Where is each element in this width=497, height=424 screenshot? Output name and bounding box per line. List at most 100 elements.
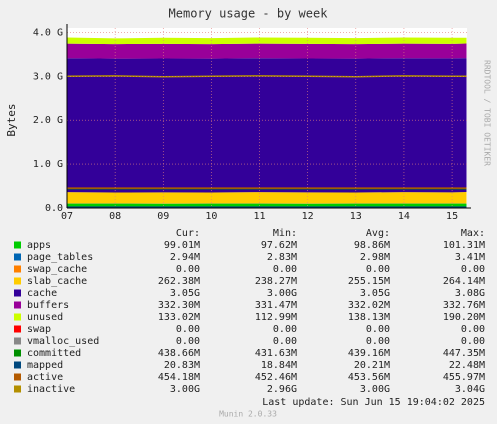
stat-value: 3.04G <box>455 384 485 395</box>
footer: Munin 2.0.33 <box>219 410 277 419</box>
stat-value: 20.21M <box>354 360 390 371</box>
legend-swatch <box>14 301 21 309</box>
stat-value: 0.00 <box>176 336 200 347</box>
stat-value: 3.00G <box>360 384 390 395</box>
x-tick-label: 15 <box>446 211 458 222</box>
stat-value: 455.97M <box>443 372 485 383</box>
stat-value: 2.96G <box>267 384 297 395</box>
legend-label: vmalloc_used <box>27 336 99 347</box>
legend-label: active <box>27 372 63 383</box>
stat-value: 255.15M <box>348 276 390 287</box>
y-tick-label: 1.0 G <box>33 159 63 170</box>
stat-value: 0.00 <box>461 264 485 275</box>
legend-swatch <box>14 349 21 357</box>
stat-value: 452.46M <box>255 372 297 383</box>
stat-header: Avg: <box>366 228 390 239</box>
stat-value: 332.02M <box>348 300 390 311</box>
stat-value: 22.48M <box>449 360 485 371</box>
stat-value: 2.94M <box>170 252 200 263</box>
legend-swatch <box>14 241 21 249</box>
x-tick-label: 12 <box>302 211 314 222</box>
area <box>67 58 467 193</box>
legend-swatch <box>14 373 21 381</box>
stat-value: 262.38M <box>158 276 200 287</box>
stat-value: 453.56M <box>348 372 390 383</box>
stat-value: 3.41M <box>455 252 485 263</box>
stat-value: 112.99M <box>255 312 297 323</box>
stat-value: 3.05G <box>170 288 200 299</box>
stat-value: 0.00 <box>273 336 297 347</box>
area <box>67 192 467 204</box>
stat-value: 190.20M <box>443 312 485 323</box>
stat-value: 133.02M <box>158 312 200 323</box>
legend-swatch <box>14 253 21 261</box>
stat-value: 0.00 <box>366 324 390 335</box>
legend-label: swap <box>27 324 51 335</box>
y-tick-label: 3.0 G <box>33 71 63 82</box>
legend-label: buffers <box>27 300 69 311</box>
stat-value: 0.00 <box>366 336 390 347</box>
legend-swatch <box>14 313 21 321</box>
side-text: RRDTOOL / TOBI OETIKER <box>483 60 492 166</box>
legend-label: apps <box>27 240 51 251</box>
legend-label: cache <box>27 288 57 299</box>
stat-value: 331.47M <box>255 300 297 311</box>
stat-value: 431.63M <box>255 348 297 359</box>
stat-value: 98.86M <box>354 240 390 251</box>
stat-value: 332.30M <box>158 300 200 311</box>
stat-value: 138.13M <box>348 312 390 323</box>
legend-swatch <box>14 289 21 297</box>
y-tick-label: 2.0 G <box>33 115 63 126</box>
stat-value: 0.00 <box>176 324 200 335</box>
stat-value: 99.01M <box>164 240 200 251</box>
x-tick-label: 14 <box>398 211 410 222</box>
last-update: Last update: Sun Jun 15 19:04:02 2025 <box>262 397 485 408</box>
stat-value: 0.00 <box>273 264 297 275</box>
legend-swatch <box>14 337 21 345</box>
legend-swatch <box>14 277 21 285</box>
stat-value: 454.18M <box>158 372 200 383</box>
area <box>67 37 467 45</box>
chart-title: Memory usage - by week <box>169 7 329 21</box>
stat-value: 439.16M <box>348 348 390 359</box>
legend-swatch <box>14 265 21 273</box>
stat-value: 0.00 <box>176 264 200 275</box>
legend-label: unused <box>27 312 63 323</box>
legend-swatch <box>14 385 21 393</box>
stat-header: Min: <box>273 228 297 239</box>
stat-value: 0.00 <box>366 264 390 275</box>
x-tick-label: 11 <box>254 211 266 222</box>
legend-label: page_tables <box>27 252 93 263</box>
legend-swatch <box>14 361 21 369</box>
legend-swatch <box>14 325 21 333</box>
x-tick-label: 08 <box>109 211 121 222</box>
area <box>67 43 467 59</box>
y-tick-label: 0.0 <box>45 203 63 214</box>
stat-value: 2.98M <box>360 252 390 263</box>
stat-value: 332.76M <box>443 300 485 311</box>
stat-value: 2.83M <box>267 252 297 263</box>
stat-value: 238.27M <box>255 276 297 287</box>
legend-label: mapped <box>27 360 63 371</box>
stat-value: 438.66M <box>158 348 200 359</box>
legend-label: committed <box>27 348 81 359</box>
x-tick-label: 10 <box>205 211 217 222</box>
stat-header: Max: <box>461 228 485 239</box>
stat-value: 0.00 <box>461 324 485 335</box>
x-tick-label: 07 <box>61 211 73 222</box>
stat-value: 101.31M <box>443 240 485 251</box>
legend-label: inactive <box>27 384 75 395</box>
y-tick-label: 4.0 G <box>33 27 63 38</box>
stat-value: 3.05G <box>360 288 390 299</box>
stat-value: 264.14M <box>443 276 485 287</box>
stat-header: Cur: <box>176 228 200 239</box>
stat-value: 0.00 <box>461 336 485 347</box>
stat-value: 20.83M <box>164 360 200 371</box>
x-tick-label: 13 <box>350 211 362 222</box>
legend-label: swap_cache <box>27 264 87 275</box>
stat-value: 0.00 <box>273 324 297 335</box>
stat-value: 447.35M <box>443 348 485 359</box>
stat-value: 3.00G <box>170 384 200 395</box>
stat-value: 3.00G <box>267 288 297 299</box>
